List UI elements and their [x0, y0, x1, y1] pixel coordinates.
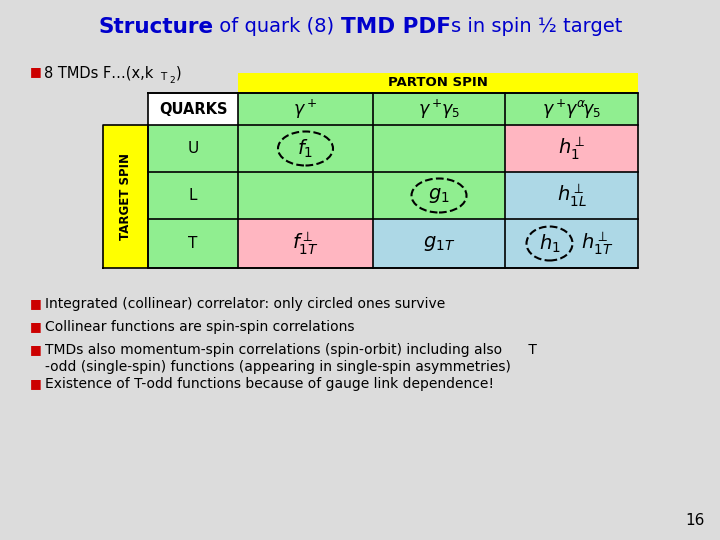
Text: $h_1$: $h_1$ — [539, 232, 560, 255]
Bar — [103, 125, 148, 268]
Text: ): ) — [176, 65, 181, 80]
Bar — [238, 125, 373, 172]
Text: 16: 16 — [685, 513, 705, 528]
Text: $\gamma^+\!\gamma_5$: $\gamma^+\!\gamma_5$ — [418, 97, 460, 120]
Text: QUARKS: QUARKS — [158, 102, 228, 117]
Text: ■: ■ — [30, 343, 42, 356]
Text: $g_1$: $g_1$ — [428, 186, 450, 205]
Text: U: U — [187, 141, 199, 156]
Text: T: T — [189, 236, 198, 251]
Text: 2: 2 — [169, 76, 175, 85]
Text: $h_{1T}^\perp$: $h_{1T}^\perp$ — [581, 230, 613, 257]
Text: s in spin ½ target: s in spin ½ target — [451, 17, 622, 36]
Bar — [148, 219, 238, 268]
Text: TMDs also momentum-spin correlations (spin-orbit) including also      T: TMDs also momentum-spin correlations (sp… — [45, 343, 537, 357]
Text: -odd (single-spin) functions (appearing in single-spin asymmetries): -odd (single-spin) functions (appearing … — [45, 360, 511, 374]
Text: L: L — [189, 188, 197, 203]
Text: Structure: Structure — [98, 17, 213, 37]
Text: $f_{1T}^\perp$: $f_{1T}^\perp$ — [292, 230, 319, 257]
Text: T: T — [160, 72, 166, 82]
Bar — [505, 172, 638, 219]
Text: ■: ■ — [30, 377, 42, 390]
Text: PARTON SPIN: PARTON SPIN — [388, 77, 488, 90]
Text: of quark (8): of quark (8) — [213, 17, 341, 36]
Text: ■: ■ — [30, 320, 42, 333]
Bar — [148, 93, 238, 125]
Bar — [505, 219, 638, 268]
Bar — [238, 93, 373, 125]
Bar — [373, 172, 505, 219]
Bar — [505, 125, 638, 172]
Bar — [148, 125, 238, 172]
Bar — [148, 172, 238, 219]
Bar — [373, 125, 505, 172]
Text: ■: ■ — [30, 297, 42, 310]
Text: TMD PDF: TMD PDF — [341, 17, 451, 37]
Text: $h_{1L}^\perp$: $h_{1L}^\perp$ — [557, 182, 586, 209]
Text: $\gamma^+\!\gamma^\alpha\!\gamma_5$: $\gamma^+\!\gamma^\alpha\!\gamma_5$ — [542, 97, 601, 120]
Text: $g_{1T}$: $g_{1T}$ — [423, 234, 455, 253]
Text: ■: ■ — [30, 65, 42, 78]
Bar — [238, 73, 638, 93]
Bar — [238, 219, 373, 268]
Text: TARGET SPIN: TARGET SPIN — [119, 153, 132, 240]
Text: $\gamma^+$: $\gamma^+$ — [293, 97, 318, 120]
Text: $h_1^\perp$: $h_1^\perp$ — [558, 135, 585, 162]
Bar — [373, 219, 505, 268]
Text: $f_1$: $f_1$ — [297, 137, 314, 160]
Text: 8 TMDs F…(x,k: 8 TMDs F…(x,k — [44, 65, 153, 80]
Bar — [373, 93, 505, 125]
Bar — [238, 172, 373, 219]
Text: Collinear functions are spin-spin correlations: Collinear functions are spin-spin correl… — [45, 320, 354, 334]
Bar — [505, 93, 638, 125]
Text: Integrated (collinear) correlator: only circled ones survive: Integrated (collinear) correlator: only … — [45, 297, 445, 311]
Text: Existence of T-odd functions because of gauge link dependence!: Existence of T-odd functions because of … — [45, 377, 494, 391]
